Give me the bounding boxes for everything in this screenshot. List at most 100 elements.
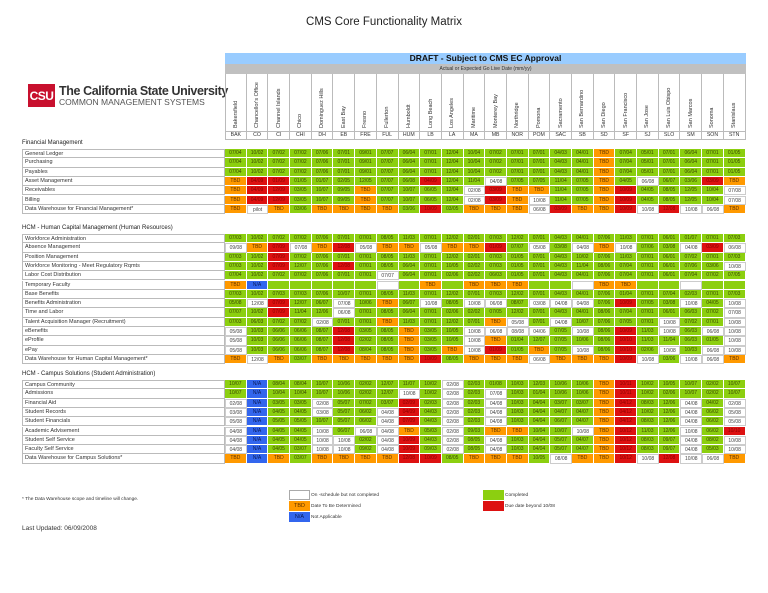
status-cell: 10/03 [506, 435, 529, 446]
status-cell: 07/01 [528, 252, 551, 262]
status-cell: 07/02 [290, 252, 312, 262]
status-cell: 10/04 [702, 195, 724, 205]
status-cell [441, 280, 464, 290]
status-cell: 04/05 [268, 407, 291, 418]
campus-abbr: CI [268, 131, 291, 140]
status-cell: 04/08 [485, 398, 507, 408]
status-cell: 07/01 [702, 234, 724, 244]
campus-name: Monterey Bay [492, 94, 499, 128]
status-cell: 12/08 [398, 454, 421, 464]
status-cell: 04/09 [398, 407, 421, 418]
status-cell: 07/01 [637, 308, 659, 318]
status-cell: 06/08 [398, 176, 421, 187]
status-cell: 06/08 [333, 308, 356, 318]
status-cell: 10/12 [615, 435, 638, 446]
status-cell: 05/07 [550, 435, 572, 446]
status-cell: 10/04 [463, 149, 486, 159]
status-cell: 03/06 [290, 204, 312, 215]
status-cell: 08/08 [506, 327, 529, 337]
status-cell: 12/03 [528, 380, 551, 390]
status-cell: 09/05 [333, 195, 356, 205]
status-cell: 05/08 [225, 299, 247, 309]
status-cell: TBD [311, 354, 334, 365]
status-cell: 09/07 [658, 445, 681, 455]
status-cell: 06/07 [333, 426, 356, 436]
status-cell: N/A [246, 454, 269, 464]
status-cell: TBD [593, 454, 616, 464]
status-cell: 06/06 [268, 345, 291, 355]
campus-name: Pomona [535, 107, 542, 129]
table-row: Receivables TBD 04/09 12/09 03/05 10/07 09/05 T… [22, 186, 746, 196]
row-cells: TBD 04/09 01/09 01/05 01/07 02/05 12/05 07/07 06… [225, 176, 746, 187]
status-cell: 06/08 [528, 354, 551, 365]
status-cell: 11/03 [398, 317, 421, 327]
status-cell: 03/06 [658, 354, 681, 365]
status-cell: 08/05 [441, 299, 464, 309]
campus-abbr: MB [485, 131, 507, 140]
row-label: ePay [22, 345, 225, 355]
status-cell: 07/01 [420, 308, 442, 318]
status-cell: 06/05 [420, 186, 442, 196]
status-cell: 04/01 [572, 234, 594, 244]
status-cell: 08/05 [376, 327, 399, 337]
status-cell: 02/02 [702, 389, 724, 399]
status-cell: 10/08 [723, 435, 746, 446]
status-cell: 11/03 [637, 336, 659, 346]
status-cell: 01/05 [723, 149, 746, 159]
status-cell: 08/05 [376, 252, 399, 262]
status-cell: 06/04 [398, 261, 421, 272]
status-cell: TBD [485, 354, 507, 365]
status-cell: 06/04 [398, 271, 421, 281]
campus-name: East Bay [340, 105, 347, 128]
legend-swatch: N/A [289, 512, 310, 522]
status-cell: 01/08 [485, 380, 507, 390]
status-cell: 07/05 [572, 176, 594, 187]
campus-abbr: SF [615, 131, 638, 140]
status-cell: 10/08 [658, 345, 681, 355]
table-row: Student Records 03/08 N/A 04/05 04/05 03/08 05… [22, 407, 746, 418]
status-cell: TBD [593, 407, 616, 418]
status-cell: 07/02 [680, 252, 703, 262]
table-row: Campus Community 10/07 N/A 08/04 08/04 10/07 1… [22, 380, 746, 390]
status-cell: 07/01 [637, 234, 659, 244]
campus-header: Fresno [355, 74, 377, 131]
status-cell: 06/08 [702, 345, 724, 355]
row-label: Purchasing [22, 158, 225, 168]
status-cell [528, 280, 551, 290]
row-cells: 07/03 10/02 07/09 07/02 07/06 07/01 07/01 08/05… [225, 252, 746, 262]
status-cell: 07/04 [615, 167, 638, 177]
legend-item: Completed [483, 490, 528, 500]
row-label: eProfile [22, 336, 225, 346]
status-cell: 07/04 [225, 149, 247, 159]
status-cell: 10/08 [680, 204, 703, 215]
row-cells: 07/04 10/02 07/02 07/02 07/06 07/01 07/01 07/07… [225, 271, 746, 281]
status-cell: N/A [246, 407, 269, 418]
status-cell: 07/07 [376, 158, 399, 168]
status-cell: 07/05 [615, 317, 638, 327]
status-cell: 12/02 [441, 289, 464, 300]
status-cell: 11/03 [615, 252, 638, 262]
status-cell: 10/03 [506, 445, 529, 455]
status-cell: 01/05 [723, 158, 746, 168]
status-cell: 07/08 [723, 186, 746, 196]
status-cell: 05/05 [268, 417, 291, 427]
status-cell: 10/11 [615, 389, 638, 399]
campus-name: San Luis Obispo [666, 87, 673, 128]
status-cell: 07/01 [702, 149, 724, 159]
row-cells: 07/04 10/02 07/02 07/02 07/06 07/01 09/01 07/07… [225, 167, 746, 177]
status-cell: 04/05 [702, 299, 724, 309]
table-row: Talent Acquisition Manager (Recruitment)… [22, 317, 746, 327]
row-label: Data Warehouse for Human Capital Managem… [22, 354, 225, 365]
status-cell: 02/06 [441, 308, 464, 318]
status-cell: 07/01 [637, 261, 659, 272]
status-cell: 04/03 [420, 435, 442, 446]
status-cell: 10/08 [680, 426, 703, 436]
logo-line1: The California State University [59, 83, 228, 98]
status-cell: 12/06 [658, 398, 681, 408]
status-cell: TBD [225, 176, 247, 187]
status-cell: 07/06 [593, 299, 616, 309]
status-cell: 10/07 [572, 317, 594, 327]
status-cell: 06/04 [680, 149, 703, 159]
status-cell: 01/05 [506, 345, 529, 355]
status-cell: 12/07 [528, 336, 551, 346]
